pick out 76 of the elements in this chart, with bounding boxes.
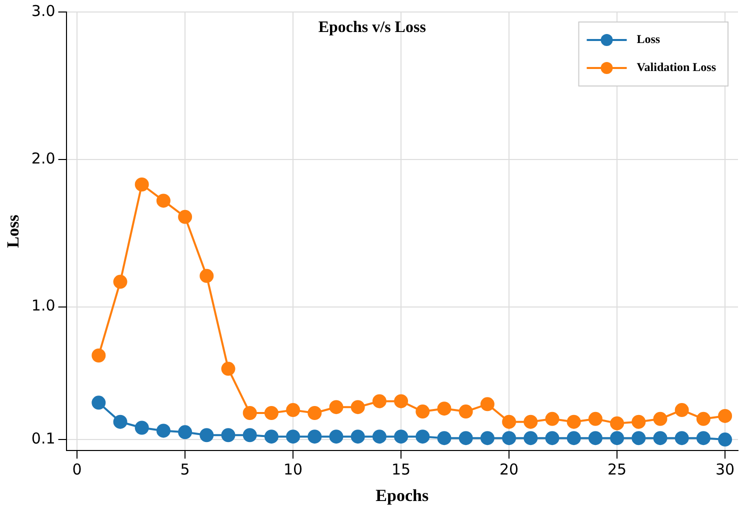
legend-label: Validation Loss	[636, 60, 716, 74]
point	[308, 430, 322, 444]
point	[674, 403, 689, 418]
x-tick-label: 5	[180, 460, 190, 478]
point	[458, 431, 473, 446]
point	[394, 394, 408, 408]
point	[113, 274, 128, 289]
point	[92, 348, 106, 363]
point	[308, 406, 322, 420]
point	[437, 431, 452, 446]
x-axis-title: Epochs	[376, 486, 429, 506]
legend-label: Loss	[636, 32, 660, 46]
point	[242, 428, 257, 442]
point	[480, 397, 494, 412]
point	[458, 404, 473, 419]
point	[610, 416, 624, 430]
point	[134, 420, 149, 435]
point	[653, 431, 668, 446]
point	[156, 424, 170, 438]
point	[632, 414, 646, 429]
point	[134, 177, 149, 192]
point	[718, 432, 732, 447]
point	[566, 431, 581, 446]
point	[200, 428, 214, 442]
point	[588, 412, 602, 426]
point	[394, 430, 408, 444]
y-tick-label: 0.1	[31, 429, 56, 448]
x-tick-label: 10	[284, 460, 303, 478]
point	[372, 430, 386, 444]
point	[286, 403, 300, 418]
point	[696, 431, 710, 446]
point	[200, 268, 214, 283]
point	[416, 430, 430, 444]
y-axis-title: Loss	[4, 214, 23, 248]
point	[329, 400, 344, 414]
point	[437, 402, 452, 416]
point	[718, 408, 732, 423]
point	[674, 431, 689, 446]
point	[178, 425, 192, 440]
point	[653, 412, 668, 426]
x-tick-label: 15	[392, 460, 411, 478]
x-tick-label: 25	[607, 460, 627, 478]
point	[221, 428, 236, 442]
point	[524, 431, 538, 446]
point	[696, 412, 710, 426]
point	[156, 194, 170, 208]
point	[502, 431, 516, 446]
point	[502, 414, 516, 429]
point	[350, 400, 365, 414]
point	[178, 210, 192, 224]
chart-title: Epochs v/s Loss	[318, 19, 426, 36]
point	[566, 414, 581, 429]
point	[372, 394, 386, 408]
point	[632, 431, 646, 446]
point	[416, 404, 430, 419]
point	[524, 414, 538, 429]
point	[545, 431, 560, 446]
point	[286, 430, 300, 444]
y-tick-label: 1.0	[31, 296, 56, 315]
point	[221, 362, 236, 376]
point	[545, 412, 560, 426]
x-tick-label: 20	[500, 460, 519, 478]
x-tick-label: 0	[72, 460, 82, 478]
point	[329, 430, 344, 444]
point	[92, 396, 106, 410]
point	[264, 406, 278, 420]
point	[588, 431, 602, 446]
point	[350, 430, 365, 444]
point	[113, 414, 128, 429]
point	[264, 430, 278, 444]
y-tick-label: 3.0	[31, 2, 56, 20]
point	[480, 431, 494, 446]
y-tick-label: 2.0	[31, 149, 56, 168]
point	[610, 431, 624, 446]
x-tick-label: 30	[715, 460, 735, 478]
point	[242, 406, 257, 420]
